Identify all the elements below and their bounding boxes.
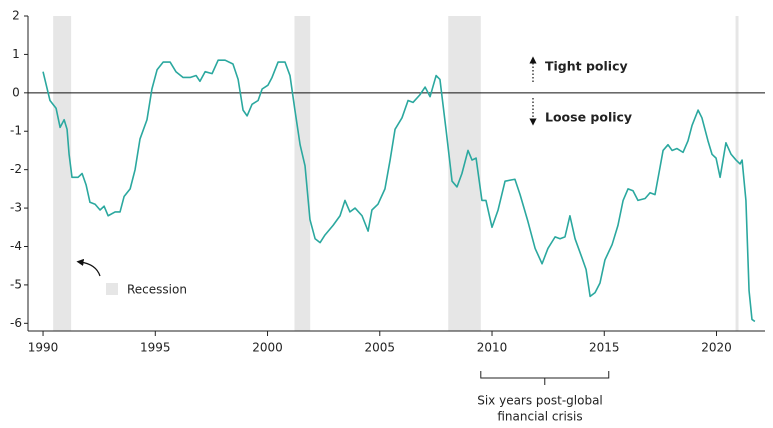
data-line	[42, 59, 756, 323]
y-tick-label: -6	[10, 316, 22, 330]
x-tick-label: 1995	[140, 341, 171, 355]
y-tick-label: -2	[10, 162, 22, 176]
bracket-label: financial crisis	[497, 410, 582, 424]
recession-label: Recession	[127, 283, 187, 297]
bracket-label: Six years post-global	[477, 394, 603, 408]
y-tick-label: 2	[12, 9, 20, 23]
y-tick-label: -1	[10, 124, 22, 138]
bracket	[480, 371, 610, 385]
y-tick-label: 0	[12, 85, 20, 99]
recession-swatch	[106, 283, 118, 295]
y-tick-label: -4	[10, 239, 22, 253]
recession-arrow	[76, 258, 101, 277]
x-tick-label: 2000	[252, 341, 283, 355]
y-tick-label: -3	[10, 201, 22, 215]
loose-label: Loose policy	[545, 110, 632, 125]
recession-band	[53, 16, 72, 331]
y-tick-label: 1	[12, 47, 20, 61]
x-tick-label: 2005	[365, 341, 396, 355]
recession-band	[448, 16, 481, 331]
y-tick-label: -5	[10, 277, 22, 291]
x-tick-label: 2010	[477, 341, 508, 355]
x-tick-label: 1990	[28, 341, 59, 355]
recession-band	[294, 16, 311, 331]
x-tick-label: 2015	[589, 341, 620, 355]
tight-label: Tight policy	[545, 59, 628, 74]
recession-band	[735, 16, 739, 331]
x-tick-label: 2020	[701, 341, 732, 355]
